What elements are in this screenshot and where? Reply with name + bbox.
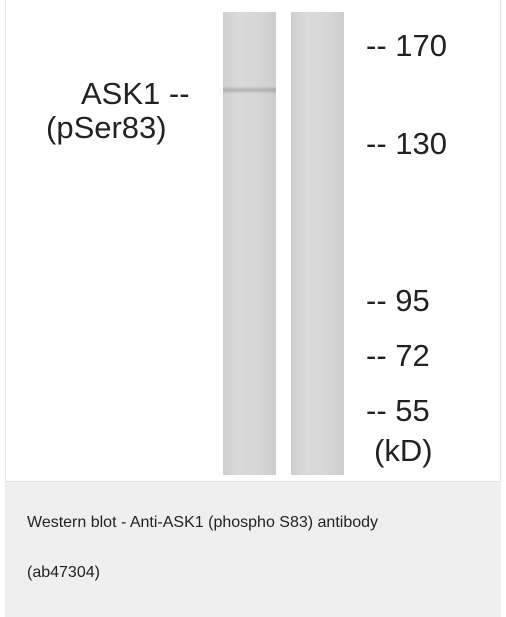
caption: Western blot - Anti-ASK1 (phospho S83) a… [5, 482, 501, 617]
marker-label: -- 170 [366, 30, 447, 61]
marker-label: -- 55 [366, 395, 430, 426]
band-label: ASK1 -- [81, 78, 190, 109]
blot-figure: ASK1 -- (pSer83) -- 170 -- 130 -- 95 -- … [5, 0, 501, 482]
caption-text: Western blot - Anti-ASK1 (phospho S83) a… [27, 514, 378, 532]
unit-label: (kD) [374, 435, 433, 466]
marker-label: -- 72 [366, 340, 430, 371]
lane [291, 12, 344, 475]
caption-text: (ab47304) [27, 564, 100, 582]
lane [223, 12, 276, 475]
band-label: (pSer83) [46, 112, 167, 143]
band [223, 86, 276, 94]
marker-label: -- 130 [366, 128, 447, 159]
marker-label: -- 95 [366, 285, 430, 316]
page: ASK1 -- (pSer83) -- 170 -- 130 -- 95 -- … [0, 0, 506, 617]
